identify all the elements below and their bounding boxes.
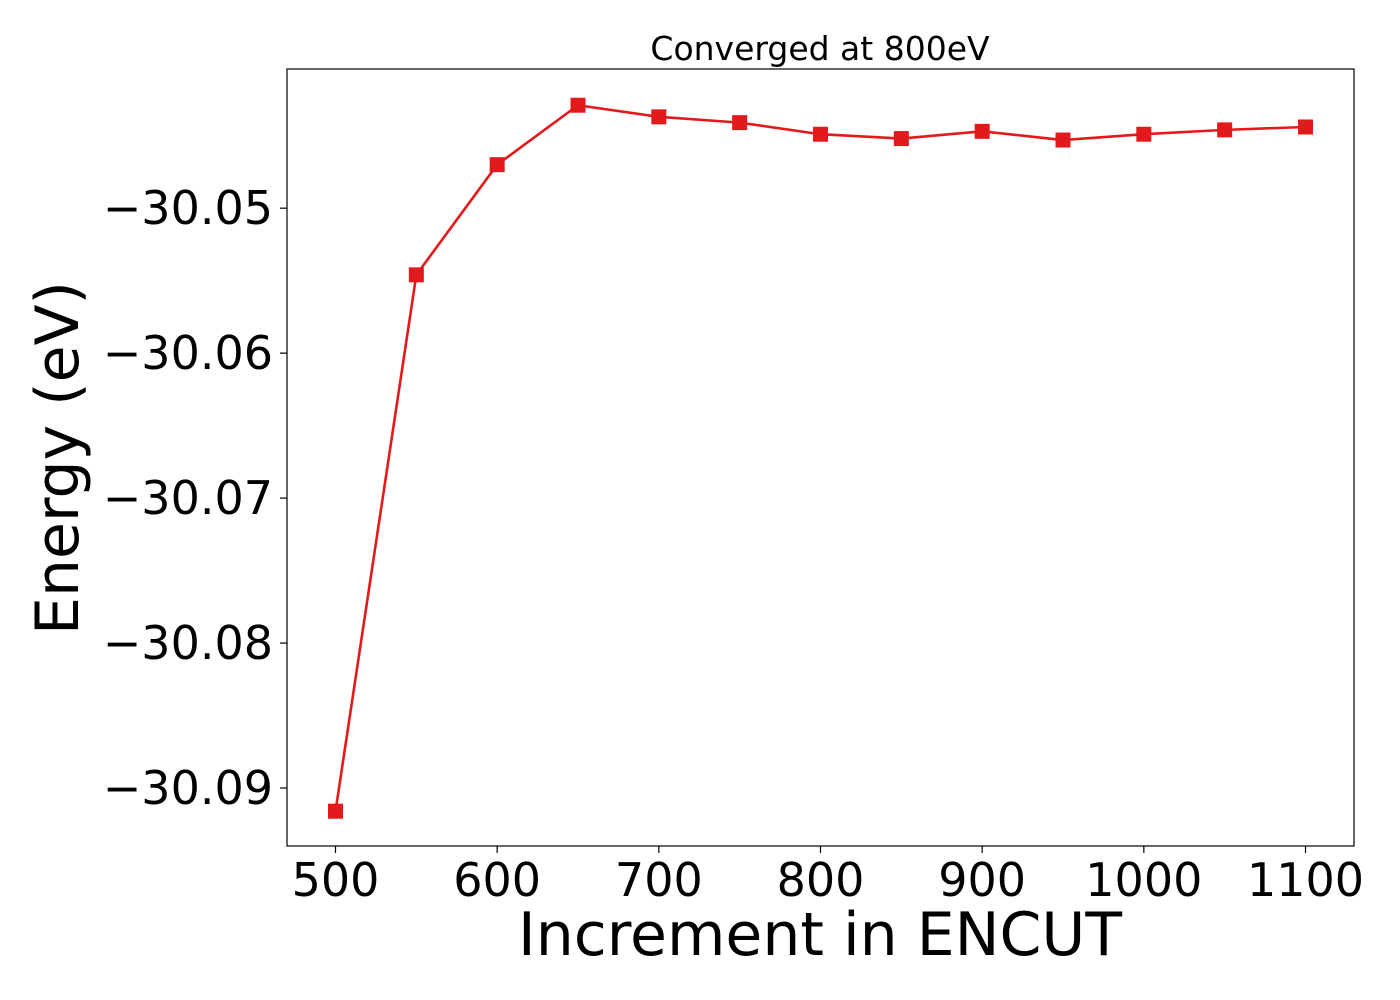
data-point-marker: [894, 131, 909, 146]
data-point-marker: [1298, 119, 1313, 134]
data-point-marker: [328, 804, 343, 819]
data-point-marker: [651, 109, 666, 124]
data-point-marker: [1056, 133, 1071, 148]
x-tick-label: 800: [777, 853, 865, 907]
data-point-marker: [813, 127, 828, 142]
series-line: [336, 105, 1306, 811]
x-tick-label: 1100: [1247, 853, 1364, 907]
data-point-marker: [571, 98, 586, 113]
data-point-marker: [1136, 127, 1151, 142]
y-axis-label: Energy (eV): [23, 281, 93, 635]
x-tick-label: 900: [938, 853, 1026, 907]
y-tick-label: −30.08: [103, 616, 273, 670]
chart-title: Converged at 800eV: [650, 29, 990, 68]
x-axis-label: Increment in ENCUT: [518, 900, 1122, 970]
data-point-marker: [975, 124, 990, 139]
y-tick-label: −30.06: [103, 326, 273, 380]
data-point-marker: [732, 115, 747, 130]
x-tick-label: 500: [292, 853, 380, 907]
y-tick-label: −30.07: [103, 471, 273, 525]
y-axis-ticks: −30.09 −30.08 −30.07 −30.06 −30.05: [103, 181, 287, 815]
x-tick-label: 600: [453, 853, 541, 907]
x-tick-label: 1000: [1085, 853, 1202, 907]
data-point-marker: [490, 157, 505, 172]
x-tick-label: 700: [615, 853, 703, 907]
y-tick-label: −30.05: [103, 181, 273, 235]
x-axis-ticks: 500 600 700 800 900 1000 1100: [292, 846, 1364, 907]
series-layer: [328, 98, 1313, 819]
y-tick-label: −30.09: [103, 761, 273, 815]
data-point-marker: [409, 267, 424, 282]
plot-area-frame: [287, 69, 1354, 846]
data-point-marker: [1217, 122, 1232, 137]
